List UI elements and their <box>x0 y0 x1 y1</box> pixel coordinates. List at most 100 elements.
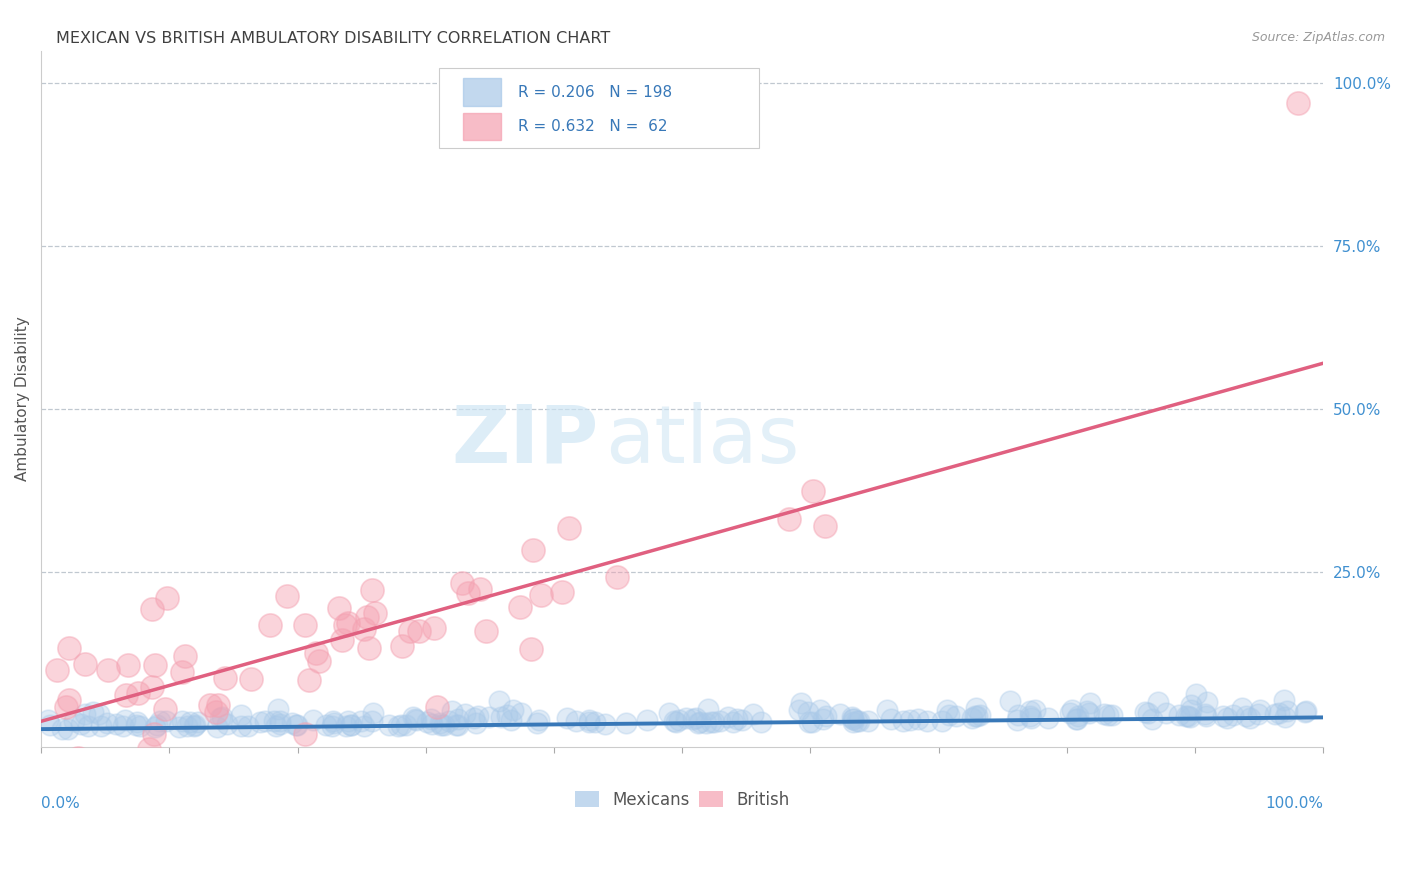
Point <box>664 714 686 728</box>
Point <box>423 621 446 635</box>
Point <box>155 702 177 716</box>
Point <box>420 717 443 731</box>
Point <box>1154 706 1177 720</box>
Point <box>1066 712 1088 726</box>
Point <box>323 715 346 730</box>
Point <box>565 714 588 729</box>
Point <box>697 702 720 716</box>
Point <box>1140 712 1163 726</box>
Point <box>391 639 413 653</box>
Point <box>378 718 401 732</box>
Point <box>77 719 100 733</box>
Point <box>1078 697 1101 711</box>
Point <box>1092 707 1115 722</box>
Point <box>204 705 226 719</box>
Point <box>848 714 870 729</box>
Point <box>128 719 150 733</box>
Text: ZIP: ZIP <box>451 401 599 480</box>
Point <box>969 708 991 723</box>
Point <box>269 717 291 731</box>
Point <box>46 753 69 767</box>
Point <box>229 708 252 723</box>
Point <box>502 703 524 717</box>
Point <box>239 672 262 686</box>
Point <box>179 715 201 730</box>
FancyBboxPatch shape <box>463 78 502 106</box>
Point <box>1076 704 1098 718</box>
Point <box>1295 704 1317 718</box>
Point <box>1066 709 1088 723</box>
Point <box>800 714 823 729</box>
Point <box>39 718 62 732</box>
Point <box>399 624 422 638</box>
Point <box>1147 695 1170 709</box>
Point <box>58 641 80 656</box>
Point <box>404 712 426 726</box>
Y-axis label: Ambulatory Disability: Ambulatory Disability <box>15 317 30 482</box>
Point <box>1005 713 1028 727</box>
Point <box>811 712 834 726</box>
Point <box>429 716 451 731</box>
Point <box>1007 707 1029 722</box>
Point <box>1274 710 1296 724</box>
Point <box>998 694 1021 708</box>
Point <box>686 715 709 730</box>
Point <box>796 705 818 719</box>
Point <box>231 719 253 733</box>
Point <box>353 718 375 732</box>
Point <box>429 718 451 732</box>
Point <box>328 601 350 615</box>
Point <box>207 698 229 713</box>
Point <box>90 719 112 733</box>
Point <box>1272 693 1295 707</box>
Point <box>468 582 491 596</box>
Point <box>426 700 449 714</box>
Text: Source: ZipAtlas.com: Source: ZipAtlas.com <box>1251 31 1385 45</box>
Point <box>496 707 519 722</box>
Point <box>1167 708 1189 723</box>
Point <box>267 702 290 716</box>
Point <box>138 742 160 756</box>
Point <box>1060 703 1083 717</box>
Point <box>104 716 127 731</box>
Point <box>276 590 298 604</box>
Point <box>1133 705 1156 719</box>
Point <box>1264 707 1286 722</box>
Point <box>96 716 118 731</box>
Point <box>665 715 688 730</box>
Point <box>595 716 617 731</box>
Point <box>337 615 360 630</box>
Point <box>401 710 423 724</box>
Point <box>253 714 276 728</box>
Point <box>876 703 898 717</box>
Point <box>1286 95 1309 110</box>
Point <box>149 714 172 728</box>
Point <box>1077 706 1099 720</box>
Point <box>578 713 600 727</box>
Point <box>891 714 914 728</box>
Point <box>709 714 731 728</box>
Point <box>1019 711 1042 725</box>
Point <box>1036 710 1059 724</box>
Point <box>330 632 353 647</box>
Point <box>778 511 800 525</box>
Point <box>457 586 479 600</box>
Point <box>467 709 489 723</box>
Point <box>66 751 89 765</box>
Point <box>405 713 427 727</box>
Point <box>141 680 163 694</box>
Point <box>363 606 385 620</box>
Point <box>117 657 139 672</box>
Point <box>169 720 191 734</box>
Point <box>208 711 231 725</box>
Point <box>907 712 929 726</box>
Point <box>70 716 93 731</box>
Point <box>111 719 134 733</box>
Point <box>1097 708 1119 723</box>
Point <box>742 707 765 722</box>
Point <box>58 693 80 707</box>
Point <box>700 715 723 730</box>
Point <box>1275 705 1298 719</box>
Point <box>1247 707 1270 722</box>
Point <box>509 599 531 614</box>
